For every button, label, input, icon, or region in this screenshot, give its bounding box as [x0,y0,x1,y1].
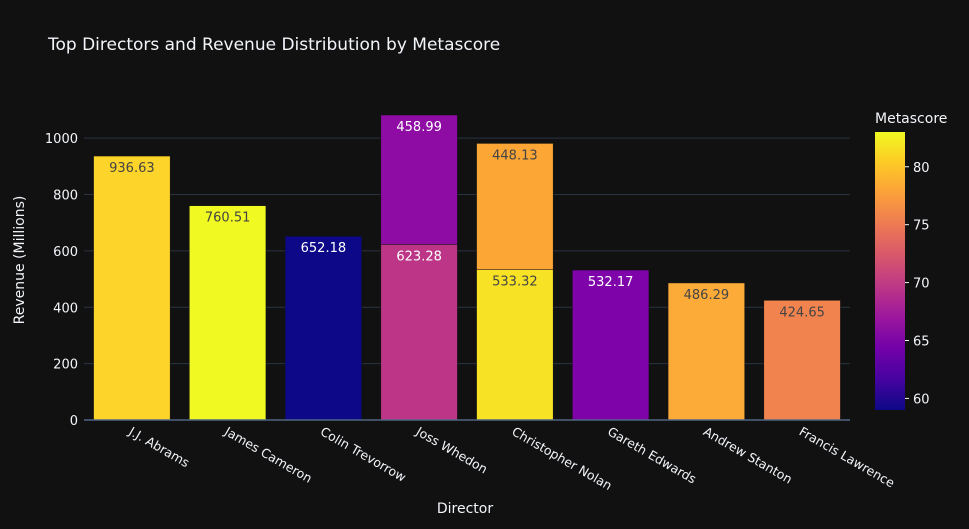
x-axis-title: Director [437,501,493,517]
colorbar-tick-label: 65 [913,335,930,350]
x-tick-label: Christopher Nolan [509,424,614,494]
colorbar-tick-label: 75 [913,219,930,234]
x-tick-label: Gareth Edwards [605,424,699,487]
y-tick-label: 400 [53,301,78,316]
bar-segment [284,235,362,421]
bar-value-label: 424.65 [779,305,825,320]
bar-segment [380,114,458,245]
x-tick-label: James Cameron [221,423,315,486]
bars [93,114,841,421]
colorbar-title: Metascore [875,111,947,127]
x-tick-label: Colin Trevorrow [318,424,409,485]
x-tick-label: Francis Lawrence [797,424,898,491]
y-tick-label: 800 [53,189,78,204]
y-axis-title: Revenue (Millions) [12,196,28,325]
bar-segment [476,143,554,270]
colorbar-tick-label: 70 [913,277,930,292]
bar-segment [667,282,745,421]
bar-value-label: 458.99 [396,120,442,135]
chart-title: Top Directors and Revenue Distribution b… [47,35,500,55]
bar-value-label: 532.17 [588,275,634,290]
bar-value-label: 448.13 [492,148,538,163]
bar-value-label: 533.32 [492,275,538,290]
bar-value-label: 936.63 [109,161,155,176]
bar-segment [572,269,650,421]
colorbar-tick-label: 80 [913,161,930,176]
x-tick-label: Joss Whedon [413,423,490,476]
y-tick-label: 1000 [45,132,78,147]
y-tick-label: 600 [53,245,78,260]
colorbar-tick-label: 60 [913,392,930,407]
bar-labels: 936.63 760.51 652.18 623.28 458.99 533.32 448.… [109,120,825,320]
bar-value-label: 486.29 [684,288,730,303]
bar-segment [380,244,458,421]
x-tick-label: J.J. Abrams [126,423,193,470]
colorbar: Metascore 60 65 70 75 80 [875,111,947,410]
y-tick-label: 0 [70,414,78,429]
bar-segment [93,155,171,421]
bar-segment [189,205,267,421]
bar-value-label: 623.28 [396,249,442,264]
bar-value-label: 760.51 [205,211,251,226]
y-tick-label: 200 [53,358,78,373]
bar-segment [763,300,841,421]
bar-segment [476,269,554,421]
bar-value-label: 652.18 [301,241,347,256]
x-tick-label: Andrew Stanton [701,424,795,487]
colorbar-gradient [875,132,905,410]
